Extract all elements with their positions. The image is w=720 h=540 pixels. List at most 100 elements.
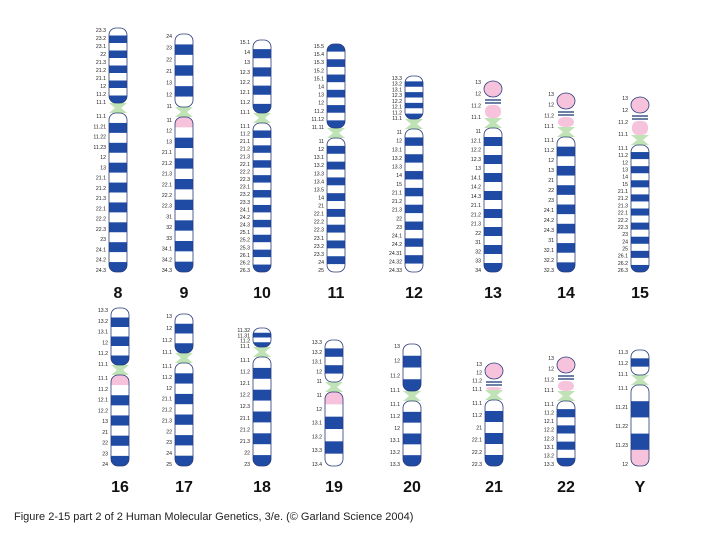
short-arm — [486, 387, 502, 390]
p-arm-outline — [110, 307, 130, 366]
band-group — [111, 308, 129, 466]
band-label-p: 11.1 — [392, 116, 402, 122]
p-arm-outline — [324, 339, 344, 383]
band-label-p: 13 — [548, 92, 554, 98]
band-label-q: 32 — [166, 225, 172, 231]
p-arm-band — [253, 342, 271, 348]
band-label-q: 13.3 — [312, 448, 322, 454]
band-label-q: 34 — [475, 268, 481, 274]
q-arm-band — [109, 222, 127, 233]
q-arm-band — [325, 416, 343, 430]
p-arm-band — [109, 35, 127, 44]
band-label-q: 31 — [475, 240, 481, 246]
q-arm-band — [325, 404, 343, 417]
q-arm-outline — [324, 391, 344, 467]
q-arm-band — [253, 422, 271, 434]
band-label-p: 13 — [394, 344, 400, 350]
band-label-p: 12 — [316, 369, 322, 375]
q-arm-band — [403, 433, 421, 445]
band-label-q: 11 — [397, 130, 402, 136]
band-label-p: 22 — [166, 57, 172, 63]
p-arm-band — [327, 112, 345, 121]
band-label-q: 23.3 — [240, 200, 250, 206]
band-label-q: 24.31 — [389, 251, 402, 257]
band-group — [325, 340, 343, 466]
q-arm-outline — [556, 400, 576, 467]
band-label-q: 11.1 — [544, 138, 554, 144]
q-arm-band — [557, 137, 575, 147]
band-label-q: 24 — [102, 462, 108, 468]
q-arm-band — [175, 414, 193, 426]
q-arm-band — [109, 262, 127, 272]
p-arm-band — [109, 43, 127, 51]
q-arm-band — [253, 219, 271, 228]
q-arm-band — [109, 232, 127, 243]
q-arm-band — [175, 363, 193, 374]
band-label-p: 11.2 — [98, 351, 108, 357]
band-label-p: 21.3 — [96, 60, 106, 66]
q-arm-band — [631, 250, 649, 259]
band-label-q: 34.2 — [162, 257, 172, 263]
chromosome-number-12: 12 — [405, 285, 423, 302]
band-label-q: 13.1 — [390, 438, 400, 444]
q-arm-band — [557, 194, 575, 205]
q-arm-band — [253, 400, 271, 412]
band-label-q: 11.2 — [240, 132, 250, 138]
p-arm-band — [253, 76, 271, 86]
band-label-q: 24.32 — [389, 259, 402, 265]
p-arm-band — [405, 76, 423, 82]
band-label-p: 13 — [318, 93, 324, 99]
band-label-q: 26.3 — [618, 268, 628, 274]
q-arm-band — [175, 393, 193, 405]
q-arm-band — [631, 264, 649, 272]
band-label-q: 22.2 — [472, 450, 482, 456]
q-arm-band — [557, 417, 575, 426]
q-arm-band — [557, 457, 575, 466]
chromosome-21: 13 12 11.2 11.1 11.1 11.2 21 22.1 22.2 22.3 21 — [472, 362, 504, 496]
band-label-q: 21.3 — [240, 154, 250, 160]
band-label-q: 12.1 — [544, 419, 554, 425]
band-label-p: 15.3 — [314, 60, 324, 66]
p-arm-band — [325, 340, 343, 349]
q-arm-band — [175, 220, 193, 231]
band-label-p: 11.1 — [390, 388, 400, 394]
q-arm-band — [557, 146, 575, 157]
q-arm-band — [327, 208, 345, 218]
band-label-q: 13 — [102, 419, 108, 425]
band-label-q: 22 — [548, 188, 554, 194]
chromosome-Y: 11.3 11.2 11.1 11.1 11.21 11.22 11.23 12 Y — [615, 349, 650, 496]
chromosome-row-top: 23.323.223.12221.321.221.11211.211.111.1… — [93, 27, 650, 302]
q-arm-band — [111, 455, 129, 466]
q-arm-outline — [110, 374, 130, 467]
band-label-q: 23 — [102, 451, 108, 457]
chromosome-19: 13.3 13.2 13.1 12 11 11 12 13.1 13.2 13.3 13.4 19 — [312, 339, 344, 496]
q-arm-band — [175, 127, 193, 138]
q-arm-band — [111, 395, 129, 406]
band-label-q: 21.2 — [240, 427, 250, 433]
chromosome-8: 23.3 23.2 23.1 22 21.3 21.2 21.1 12 11.2 11.1 11.1… — [93, 27, 128, 302]
band-label-q: 24.3 — [96, 268, 106, 274]
p-arm-band — [327, 74, 345, 83]
band-label-q: 21.3 — [240, 439, 250, 445]
satellite — [630, 96, 650, 114]
q-arm-band — [327, 177, 345, 186]
p-arm-band — [405, 113, 423, 120]
q-arm-band — [253, 234, 271, 243]
band-label-q: 12 — [622, 462, 628, 468]
band-label-p: 11.1 — [98, 362, 108, 368]
band-label-q: 24.3 — [240, 223, 250, 229]
band-label-q: 11.2 — [472, 413, 482, 419]
band-label-q: 24.2 — [96, 258, 106, 264]
band-label-p: 11.32 — [237, 328, 250, 334]
q-arm-band — [253, 455, 271, 466]
q-arm-band — [484, 128, 502, 138]
chromosome-18: 11.3211.3111.211.111.111.212.112.212.321… — [237, 327, 272, 496]
band-label-p: 11.1 — [472, 387, 482, 393]
centromere — [485, 390, 503, 400]
band-label-q: 24.33 — [389, 268, 402, 274]
q-arm-band — [109, 162, 127, 173]
band-label-q: 22.1 — [618, 211, 628, 217]
q-arm-outline — [630, 384, 650, 467]
q-arm-band — [631, 449, 649, 466]
band-label-q: 32 — [475, 249, 481, 255]
